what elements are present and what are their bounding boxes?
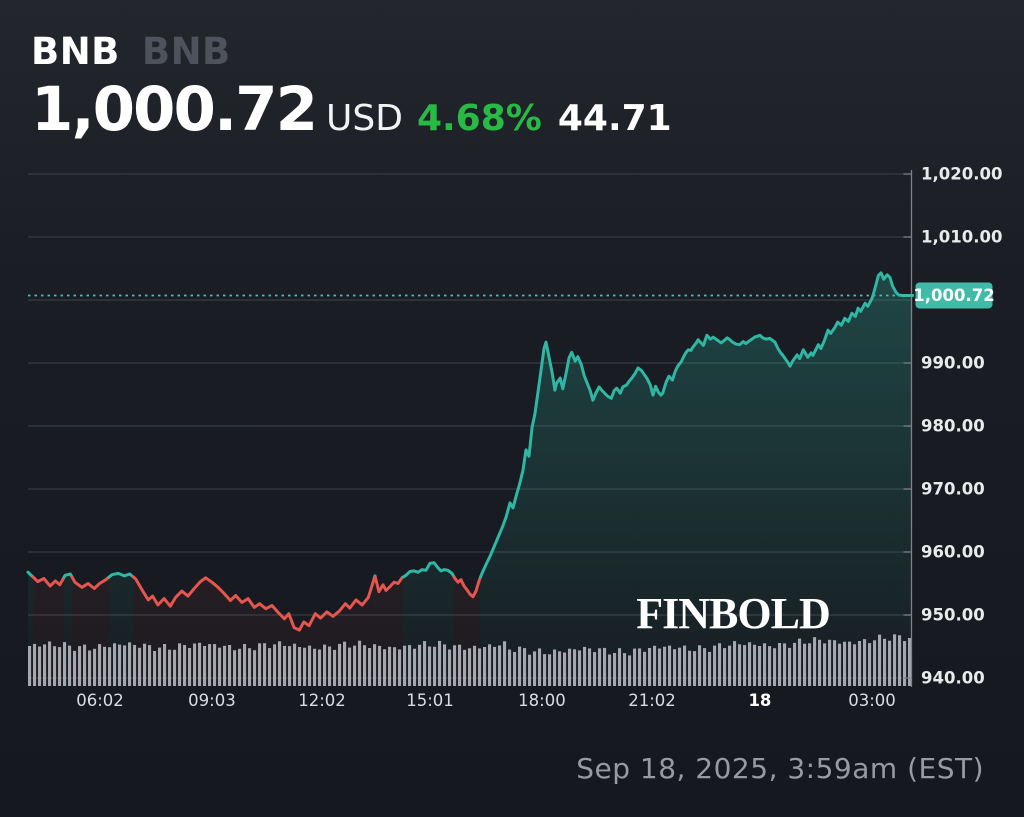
change-absolute: 44.71 bbox=[557, 98, 672, 139]
current-price-badge-label: 1,000.72 bbox=[913, 286, 994, 305]
svg-text:960.00: 960.00 bbox=[921, 543, 985, 562]
svg-text:06:02: 06:02 bbox=[76, 691, 124, 710]
svg-text:990.00: 990.00 bbox=[921, 354, 985, 373]
svg-text:15:01: 15:01 bbox=[406, 691, 454, 710]
chart-header: BNB BNB 1,000.72 USD 4.68% 44.71 bbox=[31, 30, 672, 140]
symbol-secondary: BNB bbox=[141, 30, 231, 73]
svg-text:970.00: 970.00 bbox=[921, 480, 985, 499]
price-line bbox=[26, 271, 914, 632]
y-axis bbox=[903, 170, 913, 687]
currency-label: USD bbox=[326, 98, 403, 139]
svg-text:18: 18 bbox=[748, 691, 771, 710]
svg-text:1,020.00: 1,020.00 bbox=[921, 165, 1002, 184]
svg-text:940.00: 940.00 bbox=[921, 669, 985, 688]
current-price-badge: 1,000.72 bbox=[902, 282, 995, 309]
svg-text:1,010.00: 1,010.00 bbox=[921, 228, 1002, 247]
current-price: 1,000.72 bbox=[31, 74, 318, 145]
symbol-row: BNB BNB bbox=[31, 30, 672, 73]
svg-text:980.00: 980.00 bbox=[921, 417, 985, 436]
svg-text:21:02: 21:02 bbox=[628, 691, 676, 710]
svg-text:12:02: 12:02 bbox=[298, 691, 346, 710]
symbol-primary: BNB bbox=[31, 30, 120, 73]
axis-labels: 1,020.00 1,010.00 990.00 980.00 970.00 960.00… bbox=[76, 165, 1002, 711]
svg-text:950.00: 950.00 bbox=[921, 606, 985, 625]
price-row: 1,000.72 USD 4.68% 44.71 bbox=[31, 79, 672, 140]
svg-text:09:03: 09:03 bbox=[188, 691, 236, 710]
timestamp: Sep 18, 2025, 3:59am (EST) bbox=[576, 752, 984, 785]
volume-bars bbox=[28, 634, 912, 686]
finbold-watermark: FINBOLD bbox=[636, 589, 829, 638]
svg-text:03:00: 03:00 bbox=[848, 691, 896, 710]
change-percent: 4.68% bbox=[416, 98, 542, 139]
svg-text:18:00: 18:00 bbox=[518, 691, 566, 710]
